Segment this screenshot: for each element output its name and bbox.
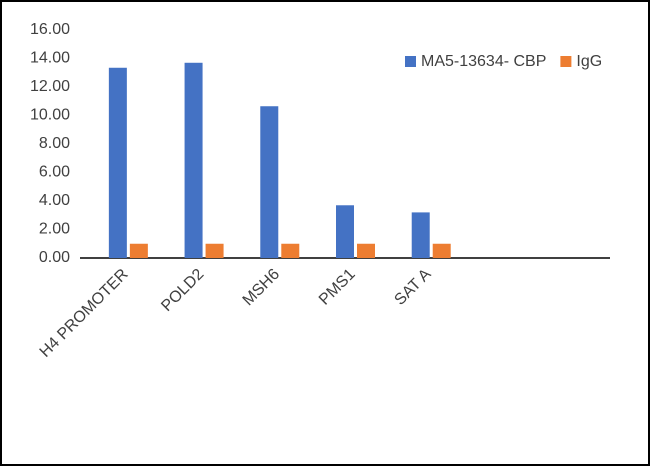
- y-tick-label: 0.00: [39, 249, 70, 266]
- bar: [108, 67, 127, 258]
- y-tick-label: 8.00: [39, 135, 70, 152]
- y-tick-label: 4.00: [39, 192, 70, 209]
- legend-swatch: [560, 56, 572, 67]
- bar: [432, 243, 451, 258]
- legend-label: IgG: [576, 53, 602, 70]
- bar: [260, 106, 279, 258]
- bar: [336, 205, 354, 258]
- y-tick-label: 10.00: [30, 107, 70, 124]
- bar: [129, 243, 148, 258]
- bar: [411, 212, 430, 258]
- y-tick-label: 12.00: [30, 78, 70, 95]
- y-tick-label: 16.00: [30, 21, 70, 38]
- legend-swatch: [405, 56, 416, 67]
- legend-label: MA5-13634- CBP: [421, 53, 546, 70]
- y-tick-label: 6.00: [39, 164, 70, 181]
- y-tick-label: 2.00: [39, 221, 70, 238]
- bar: [281, 243, 300, 258]
- bar: [184, 62, 203, 259]
- bar: [205, 243, 224, 258]
- bar: [357, 243, 375, 258]
- y-tick-label: 14.00: [30, 50, 70, 67]
